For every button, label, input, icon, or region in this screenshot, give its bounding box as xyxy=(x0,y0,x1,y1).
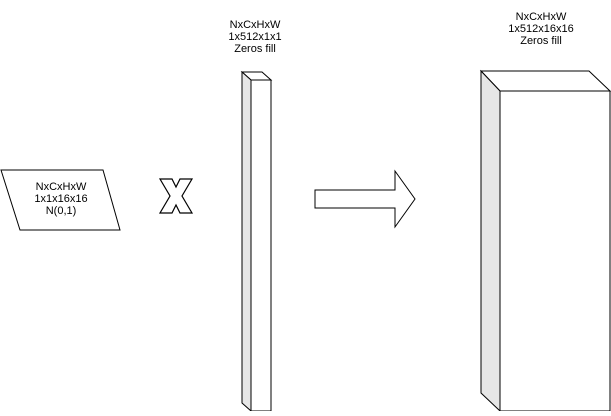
input-tensor-shape xyxy=(0,169,121,231)
output-tensor-label: NxCxHxW 1x512x16x16 Zeros fill xyxy=(495,11,587,47)
input-tensor-shape-value: 1x1x16x16 xyxy=(34,193,88,205)
input-tensor-init: N(0,1) xyxy=(45,205,77,217)
output-tensor-shape-value: 1x512x16x16 xyxy=(508,23,574,35)
input-tensor-label: NxCxHxW 1x1x16x16 N(0,1) xyxy=(20,181,102,217)
output-tensor-front-face xyxy=(499,90,611,412)
output-tensor-init: Zeros fill xyxy=(520,35,562,47)
output-tensor-box xyxy=(479,69,611,413)
output-tensor-dims-header: NxCxHxW xyxy=(515,11,567,23)
x-mark-icon xyxy=(158,178,194,214)
vector-tensor-side-face xyxy=(241,70,252,413)
output-tensor-top-face xyxy=(479,70,611,92)
vector-tensor-init: Zeros fill xyxy=(234,43,276,55)
vector-tensor-label: NxCxHxW 1x512x1x1 Zeros fill xyxy=(210,19,300,55)
vector-tensor-front-face xyxy=(250,79,272,412)
output-tensor-side-face xyxy=(480,69,501,413)
input-tensor-dims-header: NxCxHxW xyxy=(35,181,87,193)
vector-tensor-shape-value: 1x512x1x1 xyxy=(228,31,282,43)
vector-tensor-dims-header: NxCxHxW xyxy=(229,19,281,31)
right-arrow-icon xyxy=(314,169,416,229)
vector-tensor-box xyxy=(240,70,273,413)
